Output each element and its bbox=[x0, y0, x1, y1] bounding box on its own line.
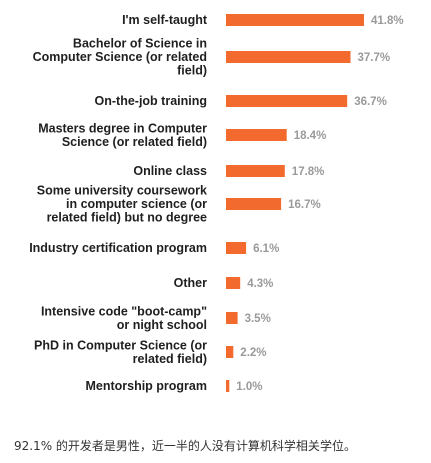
bar-4 bbox=[226, 165, 285, 177]
category-label-0: I'm self-taught bbox=[122, 13, 208, 27]
value-label-3: 18.4% bbox=[294, 130, 327, 142]
value-label-7: 4.3% bbox=[247, 278, 273, 290]
bar-1 bbox=[226, 51, 351, 63]
value-label-1: 37.7% bbox=[358, 52, 391, 64]
value-label-8: 3.5% bbox=[245, 313, 271, 325]
value-label-10: 1.0% bbox=[236, 381, 262, 393]
category-label-8: Intensive code "boot-camp" or night schoo… bbox=[41, 304, 207, 332]
category-label-4: Online class bbox=[133, 164, 207, 178]
category-label-9: PhD in Computer Science (or related field… bbox=[34, 338, 207, 366]
value-label-0: 41.8% bbox=[371, 15, 404, 27]
value-label-6: 6.1% bbox=[253, 243, 279, 255]
footer-caption: 92.1% 的开发者是男性，近一半的人没有计算机科学相关学位。 bbox=[14, 439, 356, 453]
category-label-3: Masters degree in Computer Science (or re… bbox=[38, 121, 207, 149]
category-label-6: Industry certification program bbox=[29, 241, 207, 255]
bar-3 bbox=[226, 129, 287, 141]
bar-chart: 41.8% I'm self-taught 37.7% Bachelor of Sci… bbox=[29, 13, 404, 393]
category-label-10: Mentorship program bbox=[85, 379, 207, 393]
bar-6 bbox=[226, 242, 247, 254]
value-label-9: 2.2% bbox=[240, 347, 266, 359]
bar-10 bbox=[226, 380, 230, 392]
value-label-2: 36.7% bbox=[354, 96, 387, 108]
bar-0 bbox=[226, 14, 364, 26]
category-label-1: Bachelor of Science in Computer Science (… bbox=[33, 37, 207, 78]
bar-7 bbox=[226, 277, 241, 289]
bar-9 bbox=[226, 346, 234, 358]
value-label-4: 17.8% bbox=[292, 166, 325, 178]
category-label-7: Other bbox=[174, 276, 207, 290]
bar-5 bbox=[226, 198, 282, 210]
value-label-5: 16.7% bbox=[288, 199, 321, 211]
category-label-5: Some university coursework in computer sc… bbox=[37, 184, 207, 225]
bar-2 bbox=[226, 95, 348, 107]
bar-8 bbox=[226, 312, 238, 324]
category-label-2: On-the-job training bbox=[95, 94, 207, 108]
